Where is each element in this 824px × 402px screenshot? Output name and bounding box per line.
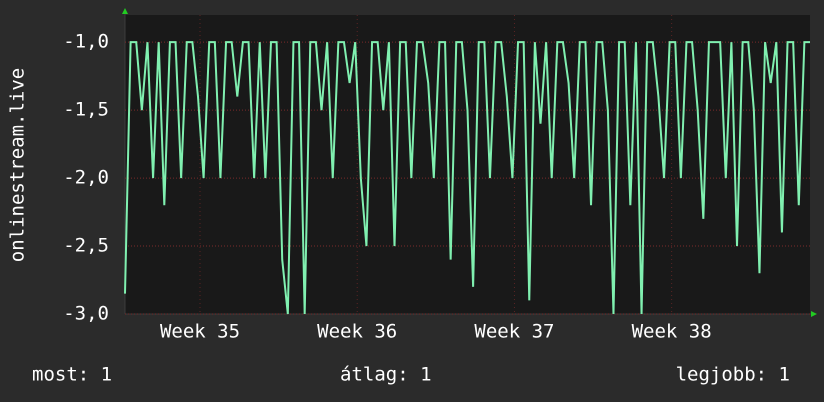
x-axis-arrow xyxy=(811,311,817,317)
y-tick-label: -1,5 xyxy=(63,99,109,121)
series-line xyxy=(124,41,810,315)
y-axis-arrow xyxy=(122,8,128,14)
footer-best: legjobb: 1 xyxy=(676,364,790,386)
x-tick-label: Week 38 xyxy=(632,321,712,343)
plot-area xyxy=(125,15,810,314)
y-axis-label: onlinestream.live xyxy=(7,68,29,262)
y-tick-label: -1,0 xyxy=(63,31,109,53)
x-tick-label: Week 35 xyxy=(160,321,240,343)
y-tick-label: -2,0 xyxy=(63,167,109,189)
footer-current: most: 1 xyxy=(32,364,112,386)
y-tick-label: -3,0 xyxy=(63,303,109,325)
footer-average: átlag: 1 xyxy=(340,364,432,386)
y-tick-label: -2,5 xyxy=(63,235,109,257)
x-tick-label: Week 37 xyxy=(474,321,554,343)
x-tick-label: Week 36 xyxy=(317,321,397,343)
